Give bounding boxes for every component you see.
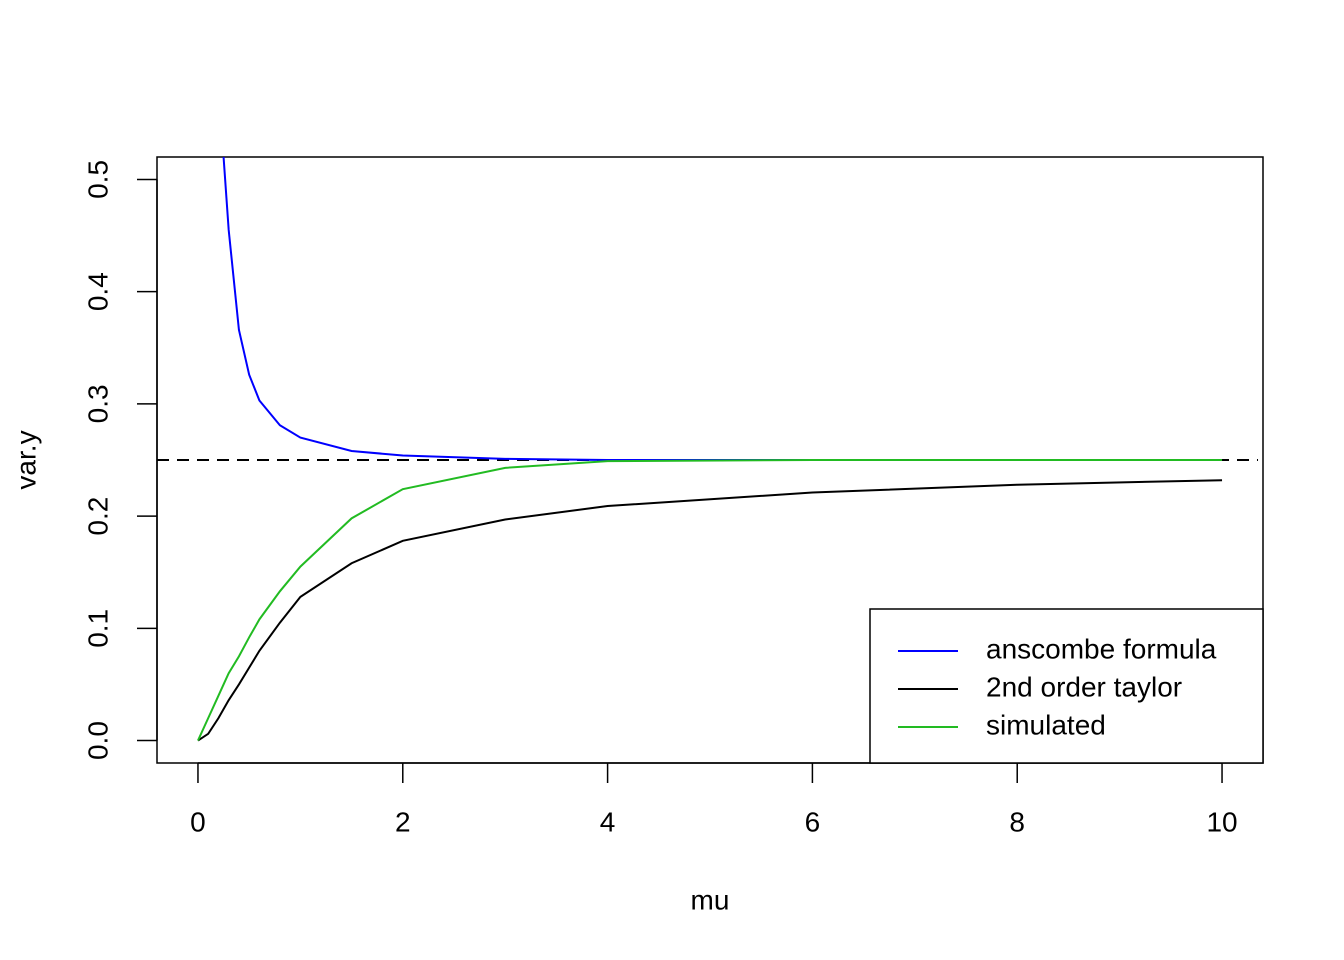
- y-tick-label: 0.0: [82, 721, 113, 760]
- y-tick-label: 0.2: [82, 497, 113, 536]
- x-tick-label: 4: [600, 806, 616, 837]
- y-axis-label: var.y: [10, 430, 41, 489]
- y-tick-label: 0.1: [82, 609, 113, 648]
- x-tick-label: 6: [805, 806, 821, 837]
- y-tick-label: 0.3: [82, 384, 113, 423]
- x-tick-label: 2: [395, 806, 411, 837]
- series-line: [222, 157, 1223, 461]
- legend-label: 2nd order taylor: [986, 671, 1182, 702]
- legend-box: [869, 608, 1264, 764]
- series-line: [197, 459, 1223, 741]
- legend-label: anscombe formula: [986, 633, 1217, 664]
- x-tick-label: 10: [1206, 806, 1237, 837]
- x-tick-label: 0: [190, 806, 206, 837]
- legend-label: simulated: [986, 709, 1106, 740]
- y-tick-label: 0.5: [82, 160, 113, 199]
- x-tick-label: 8: [1009, 806, 1025, 837]
- y-tick-label: 0.4: [82, 272, 113, 311]
- x-axis-label: mu: [691, 884, 730, 915]
- plot-area: [157, 157, 1258, 742]
- series-line: [197, 479, 1223, 742]
